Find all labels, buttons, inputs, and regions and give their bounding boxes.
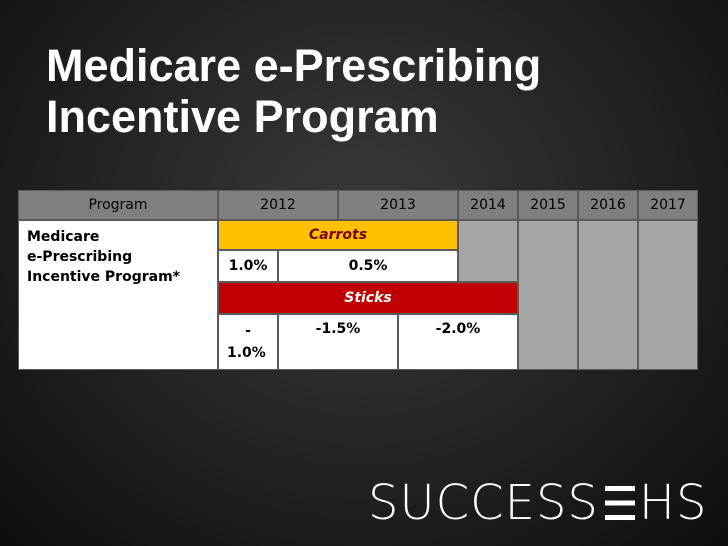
- cell-2016-empty: [578, 220, 638, 370]
- stick-2014-value: -2.0%: [398, 314, 518, 370]
- header-program: Program: [18, 190, 218, 220]
- successehs-logo: SUCCESS HS: [368, 478, 707, 528]
- carrots-band: Carrots: [218, 220, 458, 250]
- logo-text-main: SUCCESS: [368, 475, 599, 531]
- stick-2012-line-1: -: [245, 323, 251, 339]
- program-name-line-2: e-Prescribing: [27, 249, 133, 265]
- carrot-2012-value: 1.0%: [218, 250, 278, 282]
- stick-2012-line-2: 1.0%: [227, 345, 266, 361]
- header-2016: 2016: [578, 190, 638, 220]
- cell-2014-empty: [458, 220, 518, 282]
- program-name-line-3: Incentive Program*: [27, 269, 180, 285]
- header-2013: 2013: [338, 190, 458, 220]
- header-2017: 2017: [638, 190, 698, 220]
- slide-title-line-1: Medicare e-Prescribing: [46, 40, 542, 91]
- header-2014: 2014: [458, 190, 518, 220]
- sticks-band: Sticks: [218, 282, 518, 314]
- header-2012: 2012: [218, 190, 338, 220]
- logo-text-end: HS: [638, 475, 708, 531]
- program-name-line-1: Medicare: [27, 229, 100, 245]
- stick-2012-value: - 1.0%: [218, 314, 278, 370]
- stick-2013-value: -1.5%: [278, 314, 398, 370]
- header-2015: 2015: [518, 190, 578, 220]
- program-name-cell: Medicare e-Prescribing Incentive Program…: [18, 220, 218, 370]
- slide-title-line-2: Incentive Program: [46, 91, 439, 142]
- slide-title: Medicare e-Prescribing Incentive Program: [46, 40, 706, 142]
- logo-e-icon: [604, 486, 635, 520]
- carrot-2013-value: 0.5%: [278, 250, 458, 282]
- cell-2017-empty: [638, 220, 698, 370]
- incentive-table: Program 2012 2013 2014 2015 2016 2017 Me…: [18, 190, 698, 370]
- cell-2015-empty: [518, 220, 578, 370]
